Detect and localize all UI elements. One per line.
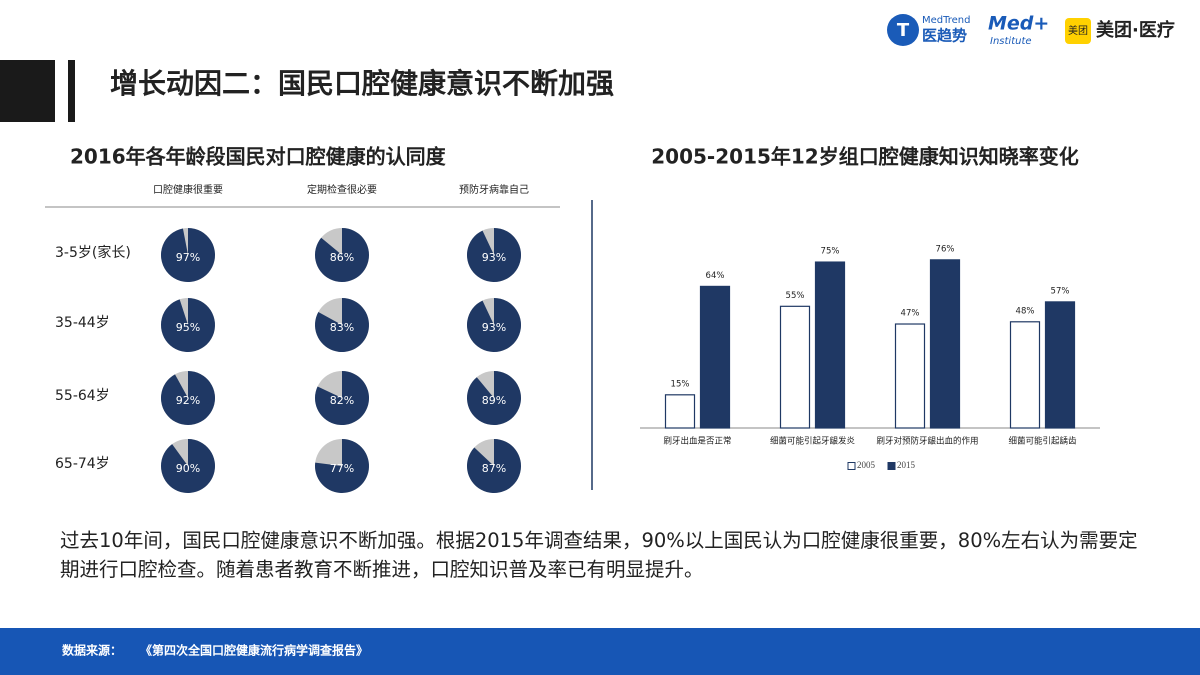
bar bbox=[779, 305, 811, 429]
pie-slice bbox=[315, 228, 369, 282]
pie-label: 97% bbox=[176, 251, 200, 264]
row-label: 65-74岁 bbox=[55, 456, 110, 472]
pie-label: 92% bbox=[176, 394, 200, 407]
bar bbox=[664, 394, 696, 429]
column-header: 预防牙病靠自己 bbox=[459, 183, 529, 196]
logo-text: Institute bbox=[990, 36, 1032, 47]
pie-slice bbox=[315, 371, 369, 425]
bar-label: 15% bbox=[671, 379, 690, 389]
x-tick-label: 刷牙出血是否正常 bbox=[663, 436, 731, 447]
x-tick-label: 细菌可能引起牙龈发炎 bbox=[770, 436, 856, 447]
logo-icon-letter: T bbox=[897, 20, 910, 41]
logo-badge bbox=[1065, 18, 1091, 44]
column-header: 定期检查很必要 bbox=[307, 183, 377, 196]
pie-label: 83% bbox=[330, 321, 354, 334]
bar bbox=[814, 261, 846, 429]
header-block bbox=[0, 60, 55, 122]
pie-slice bbox=[160, 228, 215, 282]
bar-label: 57% bbox=[1051, 286, 1070, 296]
row-label: 55-64岁 bbox=[55, 388, 110, 404]
chart-title: 2005-2015年12岁组口腔健康知识知晓率变化 bbox=[651, 145, 1078, 169]
footer-source: 《第四次全国口腔健康流行病学调查报告》 bbox=[140, 643, 368, 658]
pie-slice bbox=[161, 298, 216, 352]
header-bar bbox=[68, 60, 75, 122]
pie-label: 87% bbox=[482, 462, 506, 475]
pie-label: 93% bbox=[482, 321, 506, 334]
bar-label: 48% bbox=[1016, 306, 1035, 316]
legend-label: 2015 bbox=[897, 460, 916, 470]
row-label: 3-5岁(家长) bbox=[55, 244, 131, 261]
pie-label: 95% bbox=[176, 321, 200, 334]
bar-label: 75% bbox=[821, 247, 840, 257]
bar bbox=[1009, 321, 1041, 429]
logo-text: Med+ bbox=[988, 13, 1049, 35]
body-text: 过去10年间，国民口腔健康意识不断加强。根据2015年调查结果，90%以上国民认… bbox=[60, 529, 1138, 581]
pie-label: 89% bbox=[482, 394, 506, 407]
bar-label: 55% bbox=[786, 291, 805, 301]
pie-label: 82% bbox=[330, 394, 354, 407]
pie-slice bbox=[467, 371, 521, 425]
chart-title: 2016年各年龄段国民对口腔健康的认同度 bbox=[70, 145, 447, 169]
bar bbox=[1044, 301, 1076, 429]
footer-band bbox=[0, 628, 1200, 675]
bar bbox=[894, 323, 926, 429]
pie-slice bbox=[467, 298, 522, 352]
legend-label: 2005 bbox=[857, 460, 876, 470]
bar bbox=[699, 285, 731, 429]
pie-label: 77% bbox=[330, 462, 354, 475]
logo-text: 美团 bbox=[1068, 24, 1088, 37]
footer-label: 数据来源： bbox=[62, 643, 122, 658]
pie-slice bbox=[160, 439, 215, 494]
logo-text: 美团·医疗 bbox=[1096, 19, 1175, 41]
pie-slice bbox=[161, 371, 215, 425]
pie-label: 86% bbox=[330, 251, 354, 264]
bar-label: 64% bbox=[706, 271, 725, 281]
logo-icon bbox=[887, 14, 919, 46]
logo-text: 医趋势 bbox=[922, 27, 967, 45]
x-tick-label: 刷牙对预防牙龈出血的作用 bbox=[876, 436, 978, 447]
column-header: 口腔健康很重要 bbox=[153, 183, 223, 196]
pie-slice bbox=[315, 298, 370, 352]
row-label: 35-44岁 bbox=[55, 315, 110, 331]
bar bbox=[929, 259, 961, 429]
bar-label: 47% bbox=[901, 309, 920, 319]
x-tick-label: 细菌可能引起龋齿 bbox=[1008, 436, 1077, 447]
pie-label: 93% bbox=[482, 251, 506, 264]
pie-slice bbox=[315, 439, 370, 494]
pie-slice bbox=[467, 228, 522, 283]
slide-title: 增长动因二：国民口腔健康意识不断加强 bbox=[110, 67, 614, 100]
legend-swatch bbox=[847, 462, 856, 470]
pie-slice bbox=[467, 439, 521, 494]
bar-label: 76% bbox=[936, 244, 955, 254]
legend-swatch bbox=[887, 462, 896, 470]
pie-label: 90% bbox=[176, 462, 200, 475]
logo-text: MedTrend bbox=[922, 15, 971, 26]
